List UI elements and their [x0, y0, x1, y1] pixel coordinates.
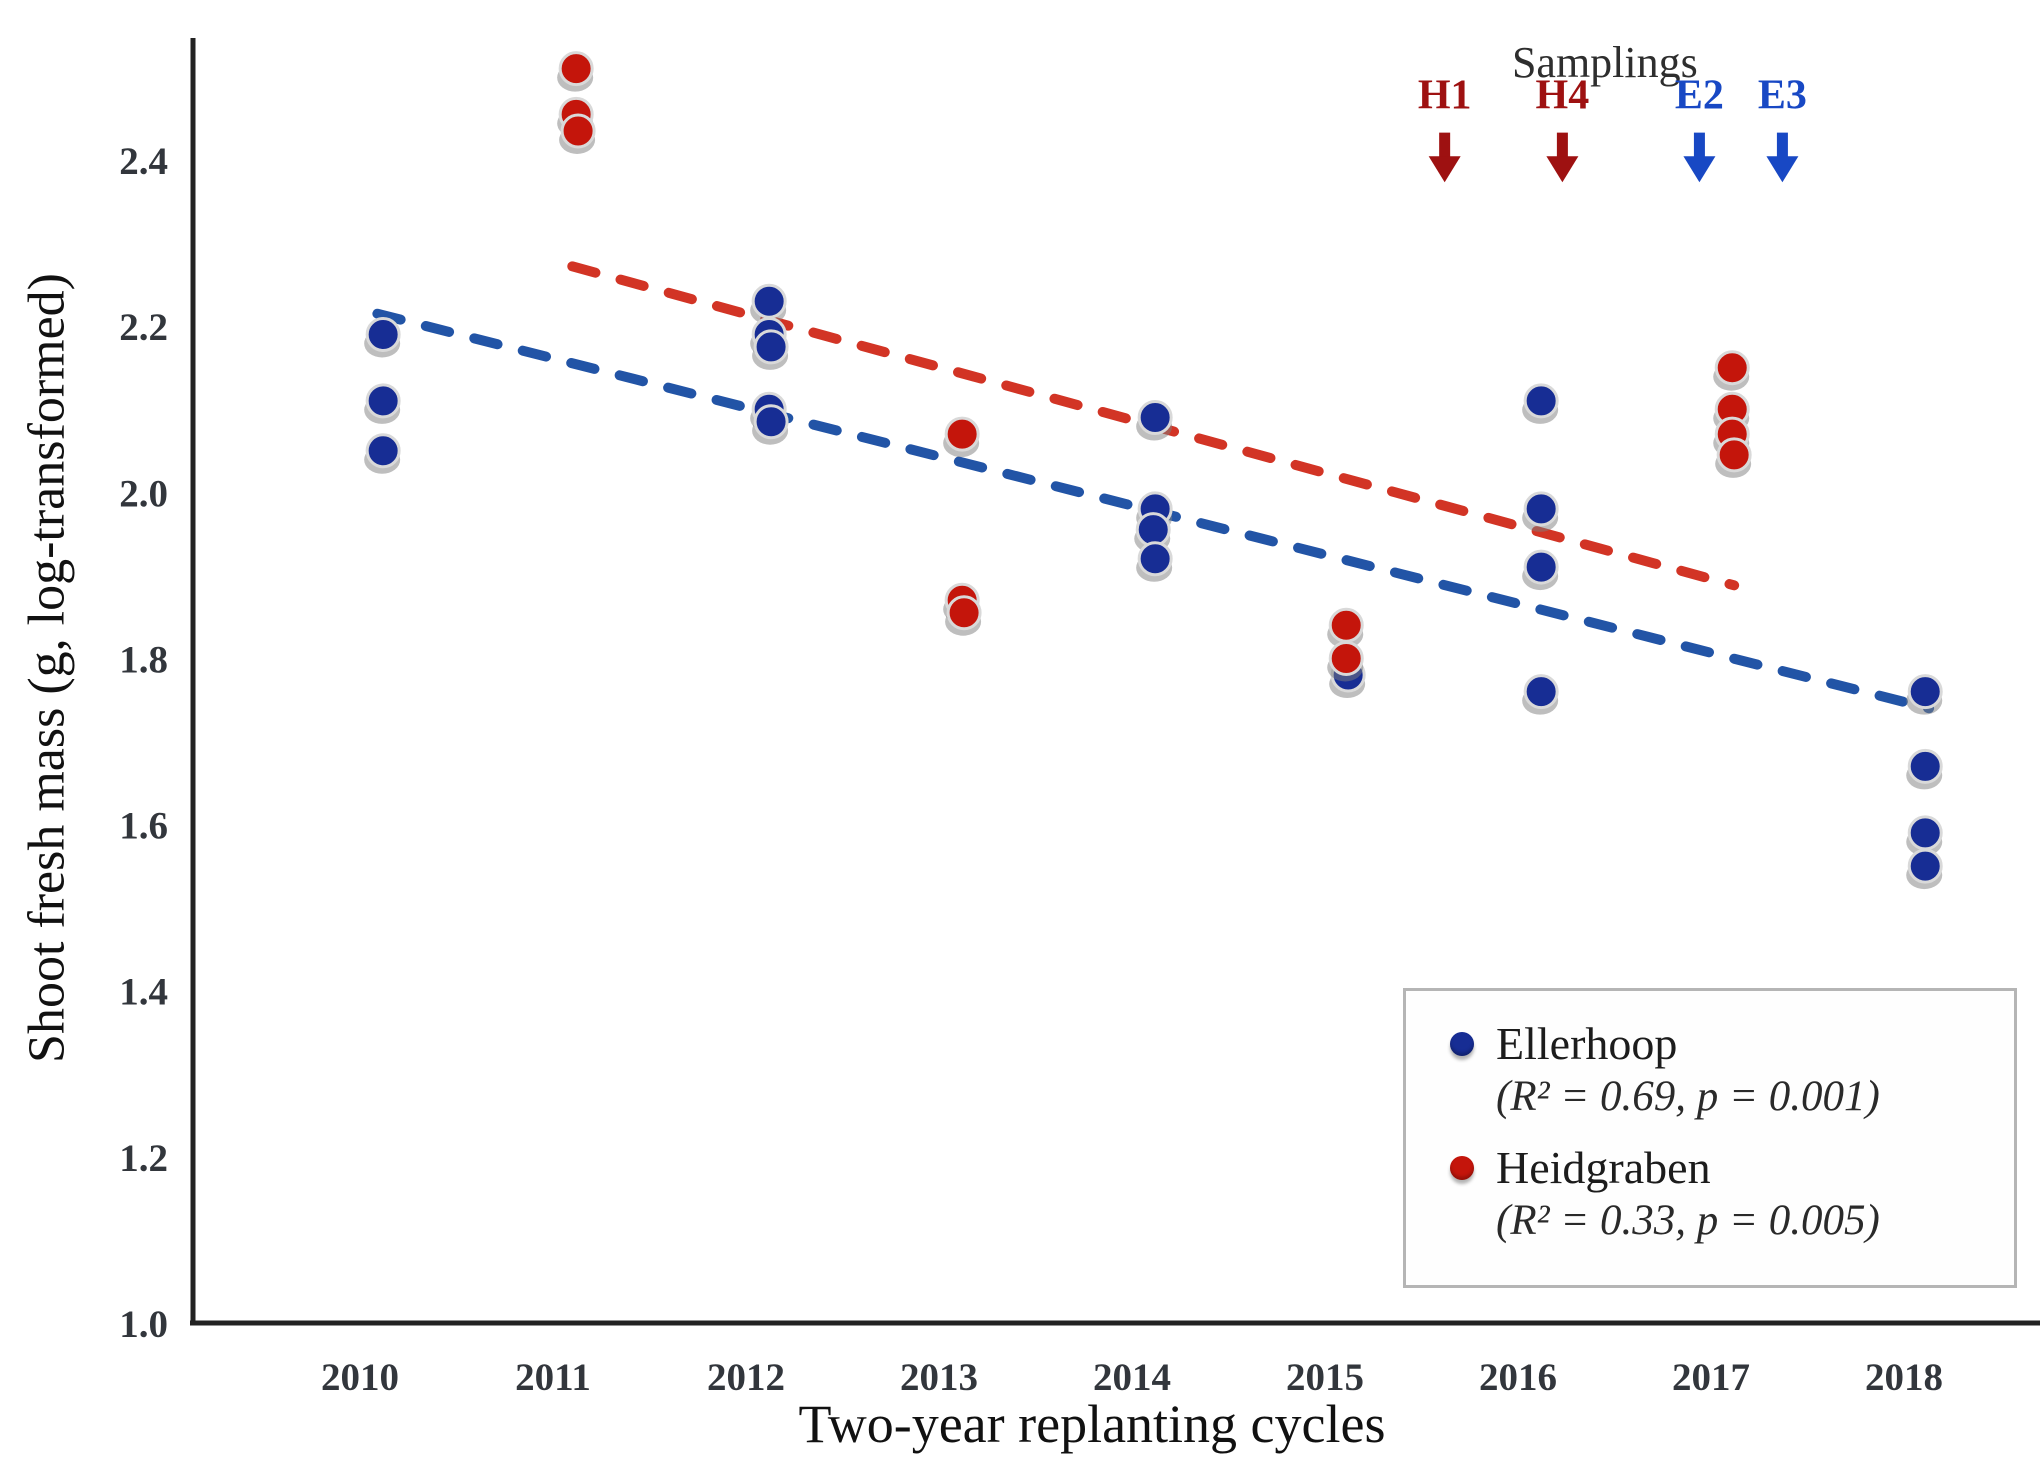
- legend-stats: (R² = 0.33, p = 0.005): [1496, 1197, 1880, 1244]
- legend-label: Ellerhoop: [1496, 1018, 1678, 1069]
- legend-item-heidgraben: Heidgraben: [1450, 1141, 2004, 1194]
- data-point-ellerhoop: [753, 404, 789, 440]
- data-point-ellerhoop: [1907, 848, 1943, 884]
- x-tick-label: 2018: [1865, 1356, 1943, 1399]
- sampling-arrowhead-e3-icon: [1766, 156, 1799, 183]
- data-point-ellerhoop: [751, 283, 787, 319]
- y-axis-title: Shoot fresh mass (g, log-transformed): [18, 273, 76, 1063]
- data-point-ellerhoop: [1523, 491, 1559, 527]
- data-point-heidgraben: [558, 51, 594, 87]
- data-point-heidgraben: [1716, 437, 1752, 473]
- x-tick-label: 2013: [900, 1356, 978, 1399]
- data-point-heidgraben: [1714, 350, 1750, 386]
- data-point-heidgraben: [560, 113, 596, 149]
- data-point-ellerhoop: [1523, 549, 1559, 585]
- data-point-ellerhoop: [365, 433, 401, 469]
- sampling-label-e2: E2: [1675, 73, 1724, 119]
- legend-box: Ellerhoop (R² = 0.69, p = 0.001) Heidgra…: [1403, 988, 2017, 1288]
- x-tick-label: 2017: [1672, 1356, 1750, 1399]
- data-point-ellerhoop: [1135, 512, 1171, 548]
- legend-label: Heidgraben: [1496, 1142, 1711, 1193]
- y-tick-label: 1.0: [119, 1303, 168, 1346]
- y-tick-label: 2.0: [119, 472, 168, 515]
- data-point-ellerhoop: [1907, 674, 1943, 710]
- sampling-arrowhead-e2-icon: [1683, 156, 1716, 183]
- data-point-ellerhoop: [1137, 541, 1173, 577]
- y-tick-label: 2.4: [119, 140, 168, 183]
- data-point-ellerhoop: [365, 316, 401, 352]
- sampling-label-e3: E3: [1758, 73, 1807, 119]
- x-tick-label: 2015: [1286, 1356, 1364, 1399]
- sampling-label-h1: H1: [1418, 73, 1472, 119]
- x-tick-label: 2012: [707, 1356, 785, 1399]
- y-tick-label: 1.4: [119, 971, 168, 1014]
- data-point-heidgraben: [946, 595, 982, 631]
- data-point-ellerhoop: [1523, 383, 1559, 419]
- data-point-heidgraben: [1328, 640, 1364, 676]
- y-tick-label: 1.2: [119, 1137, 168, 1180]
- samplings-title: Samplings: [1512, 38, 1698, 87]
- data-point-heidgraben: [944, 416, 980, 452]
- y-tick-label: 1.6: [119, 805, 168, 848]
- ellerhoop-dot-icon: [1450, 1031, 1474, 1056]
- y-tick-label: 1.8: [119, 638, 168, 681]
- data-point-ellerhoop: [365, 383, 401, 419]
- data-point-ellerhoop: [753, 329, 789, 365]
- sampling-arrowhead-h4-icon: [1546, 156, 1579, 183]
- x-axis-title: Two-year replanting cycles: [798, 1394, 1386, 1454]
- x-tick-label: 2011: [515, 1356, 591, 1399]
- sampling-label-h4: H4: [1536, 73, 1590, 119]
- sampling-arrowhead-h1-icon: [1428, 156, 1461, 183]
- y-tick-label: 2.2: [119, 306, 168, 349]
- legend-stats: (R² = 0.69, p = 0.001): [1496, 1073, 1880, 1120]
- x-tick-label: 2016: [1479, 1356, 1557, 1399]
- legend-item-ellerhoop: Ellerhoop: [1450, 1017, 2004, 1070]
- data-point-heidgraben: [1328, 607, 1364, 643]
- data-point-ellerhoop: [1907, 815, 1943, 851]
- heidgraben-dot-icon: [1450, 1155, 1474, 1180]
- x-tick-label: 2010: [321, 1356, 399, 1399]
- data-point-ellerhoop: [1137, 400, 1173, 436]
- x-tick-label: 2014: [1093, 1356, 1171, 1399]
- data-point-ellerhoop: [1523, 674, 1559, 710]
- data-point-ellerhoop: [1907, 748, 1943, 784]
